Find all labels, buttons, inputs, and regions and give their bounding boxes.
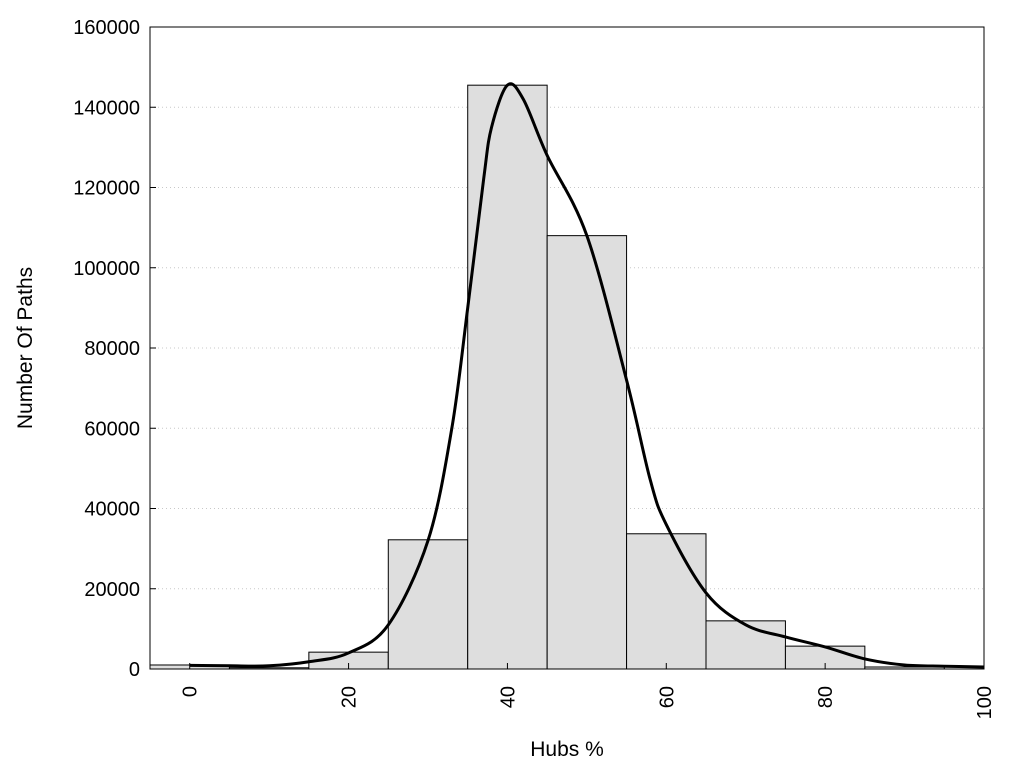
x-axis-title: Hubs % bbox=[530, 738, 604, 761]
histogram-bar bbox=[546, 235, 628, 670]
y-tick-label: 40000 bbox=[84, 499, 140, 521]
x-tick-label: 60 bbox=[656, 686, 678, 708]
y-tick-label: 120000 bbox=[73, 178, 140, 200]
y-axis-title: Number Of Paths bbox=[14, 267, 37, 429]
x-tick-label: 80 bbox=[815, 686, 837, 708]
x-tick-label: 40 bbox=[497, 686, 519, 708]
histogram-bar bbox=[467, 84, 548, 670]
y-tick-label: 20000 bbox=[84, 579, 140, 601]
x-tick-label: 100 bbox=[974, 686, 996, 719]
axis-ticks: 0 20000 40000 60000 80000 100000 120000 140000 1… bbox=[73, 17, 996, 719]
histogram-bar bbox=[705, 620, 786, 670]
y-tick-label: 100000 bbox=[73, 258, 140, 280]
density-curve bbox=[189, 82, 985, 669]
y-tick-label: 80000 bbox=[84, 338, 140, 360]
histogram-bars bbox=[149, 84, 945, 670]
y-tick-label: 140000 bbox=[73, 97, 140, 119]
x-tick-label: 0 bbox=[180, 686, 202, 697]
histogram-bar bbox=[626, 533, 707, 670]
y-tick-label: 60000 bbox=[84, 418, 140, 440]
x-tick-label: 20 bbox=[339, 686, 361, 708]
y-tick-label: 0 bbox=[129, 659, 140, 681]
y-tick-label: 160000 bbox=[73, 17, 140, 39]
